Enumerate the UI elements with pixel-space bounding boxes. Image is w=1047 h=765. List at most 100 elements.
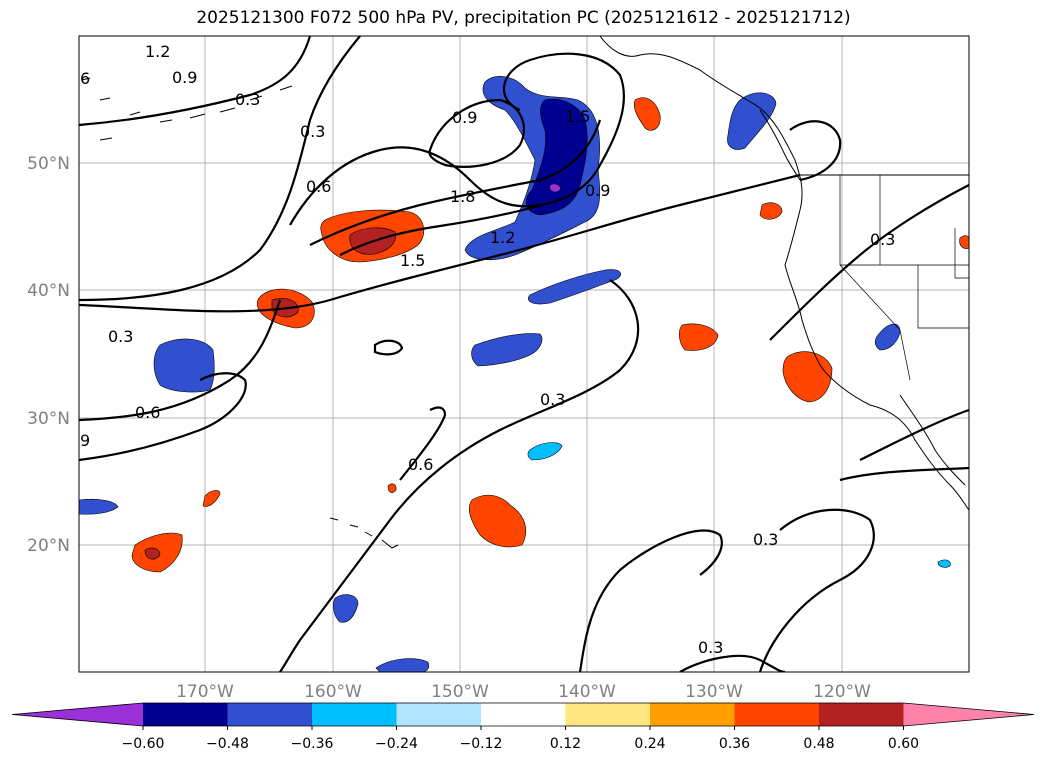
state-lines <box>839 175 969 381</box>
contour-0.6-north <box>79 36 361 302</box>
lat-tick-labels: 50°N 40°N 30°N 20°N <box>27 154 70 556</box>
colorbar-segment <box>481 703 566 726</box>
contour-small-loop <box>373 339 404 356</box>
precip-neg-tiny <box>937 559 951 568</box>
contour-label: 0.3 <box>108 327 133 346</box>
positive-precip-regions <box>131 97 969 573</box>
contour-label: 0.6 <box>135 403 160 422</box>
precip-neg-cal <box>874 323 901 351</box>
lat-tick: 40°N <box>27 281 70 301</box>
lon-tick-labels: 170°W 160°W 150°W 140°W 130°W 120°W <box>176 682 871 702</box>
precip-pos-pnw <box>759 202 783 220</box>
lon-tick: 140°W <box>558 682 616 702</box>
contour-label: 1.2 <box>145 42 170 61</box>
colorbar-tick-label: −0.24 <box>375 736 418 752</box>
contour-0.3-north <box>79 36 312 127</box>
precip-pos-southwest-core <box>144 547 161 560</box>
contour-jet-1 <box>79 173 801 313</box>
aleutians <box>81 77 293 141</box>
contour-label: 1.5 <box>400 251 425 270</box>
colorbar-tick-label: 0.48 <box>803 736 834 752</box>
contour-label: 0.9 <box>452 108 477 127</box>
contour-label: 0.3 <box>753 530 778 549</box>
precip-pos-south <box>468 494 526 548</box>
contour-label: 9 <box>80 431 90 450</box>
negative-precip-regions <box>79 76 951 672</box>
map-title: 2025121300 F072 500 hPa PV, precipitatio… <box>196 8 851 28</box>
colorbar-tick-label: 0.36 <box>719 736 750 752</box>
colorbar-tick-label: 0.12 <box>550 736 581 752</box>
precip-neg-westedge <box>79 498 119 515</box>
colorbar-tick-label: 0.24 <box>634 736 665 752</box>
contour-label: 1.5 <box>565 107 590 126</box>
contour-pnw <box>789 120 842 182</box>
contour-jet-4 <box>339 198 561 256</box>
precip-neg-south1 <box>527 442 563 461</box>
contour-label: 1.2 <box>490 228 515 247</box>
contour-0.3-south <box>578 508 875 672</box>
precip-neg-gulf-core <box>525 98 588 216</box>
lon-tick: 130°W <box>685 682 743 702</box>
lon-tick: 160°W <box>304 682 362 702</box>
baja <box>899 394 966 486</box>
lat-tick: 30°N <box>27 409 70 429</box>
colorbar-segment <box>565 703 651 726</box>
bc-coast <box>759 109 801 181</box>
colorbar-tick-label: −0.36 <box>291 736 334 752</box>
contour-east <box>679 408 969 672</box>
lat-tick: 20°N <box>27 536 70 556</box>
lon-tick: 120°W <box>813 682 871 702</box>
colorbar-segment <box>227 703 313 726</box>
alaska-coast <box>599 36 803 266</box>
colorbar-segment <box>819 703 904 726</box>
contour-0.6-mid <box>79 372 447 481</box>
contour-label: 6 <box>80 69 90 88</box>
contour-label: 0.3 <box>870 230 895 249</box>
contour-us-0.3 <box>769 184 969 341</box>
precip-neg-mid2 <box>528 269 622 305</box>
precip-pos-edge <box>959 235 969 249</box>
precip-neg-west1 <box>153 338 215 393</box>
precip-neg-gulf-purple <box>549 183 561 193</box>
contour-jet-3 <box>309 119 602 246</box>
colorbar: −0.60 −0.48 −0.36 −0.24 −0.12 0.12 0.24 0.36 0.4… <box>11 702 1035 752</box>
contour-label: 1.8 <box>450 187 475 206</box>
colorbar-segment <box>396 703 482 726</box>
contour-label: 0.6 <box>408 455 433 474</box>
contour-labels: 1.2 0.9 0.3 0.3 0.6 0.9 1.5 1.8 1.2 1.5 … <box>80 42 895 657</box>
contour-label: 0.9 <box>172 68 197 87</box>
colorbar-tick-label: −0.60 <box>122 736 165 752</box>
lon-tick: 170°W <box>176 682 234 702</box>
contour-label: 0.3 <box>540 390 565 409</box>
colorbar-segment <box>143 703 228 726</box>
contour-jet-2 <box>289 52 625 226</box>
contour-0.3-mid <box>79 279 640 672</box>
colorbar-segment <box>650 703 735 726</box>
lon-tick: 150°W <box>431 682 489 702</box>
precip-neg-south2 <box>333 594 359 623</box>
precip-pos-gulf <box>633 97 661 131</box>
colorbar-segment <box>312 703 397 726</box>
colorbar-tick-label: 0.60 <box>888 736 919 752</box>
contour-label: 0.3 <box>235 90 260 109</box>
precip-pos-mid <box>679 323 719 351</box>
lat-tick: 50°N <box>27 154 70 174</box>
coastlines <box>81 36 969 549</box>
precip-pos-small2 <box>387 483 397 493</box>
colorbar-extend-max <box>903 703 1034 726</box>
precip-neg-alaska <box>727 92 777 150</box>
precip-neg-mid1 <box>471 333 543 367</box>
contour-label: 0.6 <box>306 177 331 196</box>
contour-label: 0.9 <box>585 181 610 200</box>
precip-pos-small1 <box>202 490 221 507</box>
contour-label: 0.3 <box>300 122 325 141</box>
map-frame <box>78 35 970 673</box>
west-coast <box>784 264 969 511</box>
pv-contours <box>79 36 969 672</box>
contour-0.9-loop <box>428 98 525 168</box>
colorbar-segment <box>734 703 820 726</box>
contour-label: 0.3 <box>698 638 723 657</box>
colorbar-extend-min <box>12 703 143 726</box>
hawaii <box>329 517 399 549</box>
